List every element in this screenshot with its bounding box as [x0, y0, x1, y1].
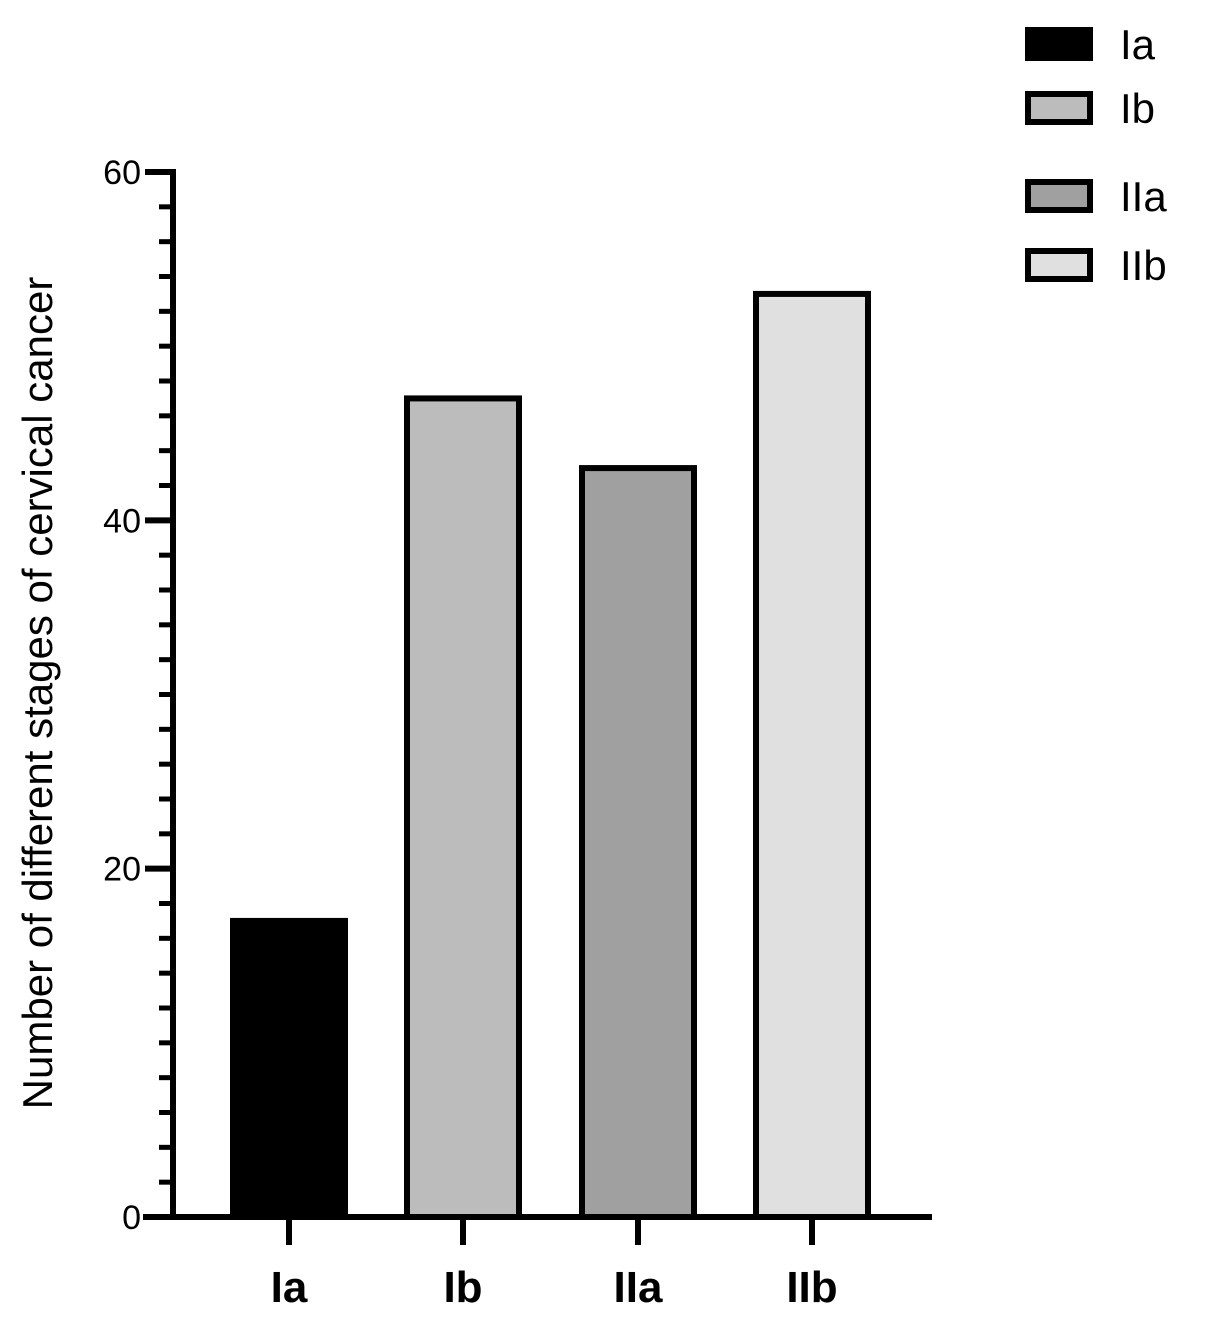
- y-ticks: 0 20 40 60: [103, 154, 173, 1237]
- bars-layer: [230, 290, 871, 1221]
- y-axis-title: Number of different stages of cervical c…: [14, 277, 61, 1110]
- legend-label: Ia: [1120, 21, 1156, 68]
- x-tick-label: Ib: [443, 1263, 482, 1312]
- legend-label: Ib: [1120, 85, 1155, 132]
- bar-ia: [230, 917, 348, 1221]
- legend-swatch: [1025, 27, 1093, 61]
- legend-swatch: [1025, 248, 1093, 282]
- x-tick-label: IIb: [786, 1263, 837, 1312]
- legend-swatch: [1025, 179, 1093, 213]
- y-tick-label: 20: [103, 851, 141, 889]
- x-ticks: Ia Ib IIa IIb: [271, 1217, 838, 1312]
- bar-iib: [753, 290, 871, 1220]
- legend-label: IIb: [1120, 242, 1167, 289]
- y-tick-label: 60: [103, 154, 141, 192]
- legend: Ia Ib IIa IIb: [1025, 21, 1167, 289]
- legend-swatch: [1025, 91, 1093, 125]
- y-tick-label: 40: [103, 502, 141, 540]
- bar-ib: [404, 395, 522, 1220]
- y-tick-label: 0: [122, 1199, 141, 1237]
- legend-label: IIa: [1120, 173, 1167, 220]
- x-tick-label: IIa: [614, 1263, 663, 1312]
- bar-iia: [579, 465, 697, 1221]
- x-tick-label: Ia: [271, 1263, 308, 1312]
